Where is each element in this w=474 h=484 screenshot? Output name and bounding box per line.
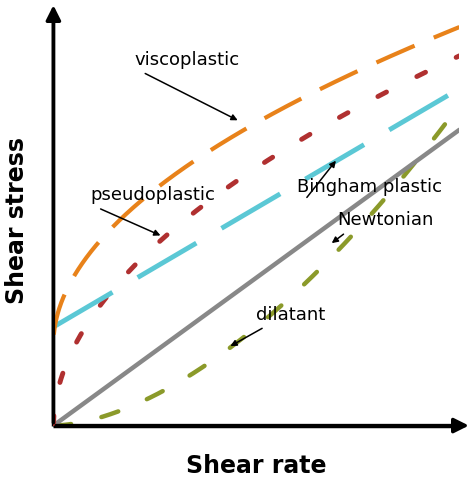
Text: dilatant: dilatant (256, 306, 326, 324)
Text: Newtonian: Newtonian (337, 211, 434, 229)
Text: viscoplastic: viscoplastic (135, 51, 240, 69)
Text: Bingham plastic: Bingham plastic (297, 178, 442, 197)
Text: Shear stress: Shear stress (5, 136, 29, 303)
Text: pseudoplastic: pseudoplastic (90, 186, 215, 205)
Text: Shear rate: Shear rate (186, 454, 327, 478)
